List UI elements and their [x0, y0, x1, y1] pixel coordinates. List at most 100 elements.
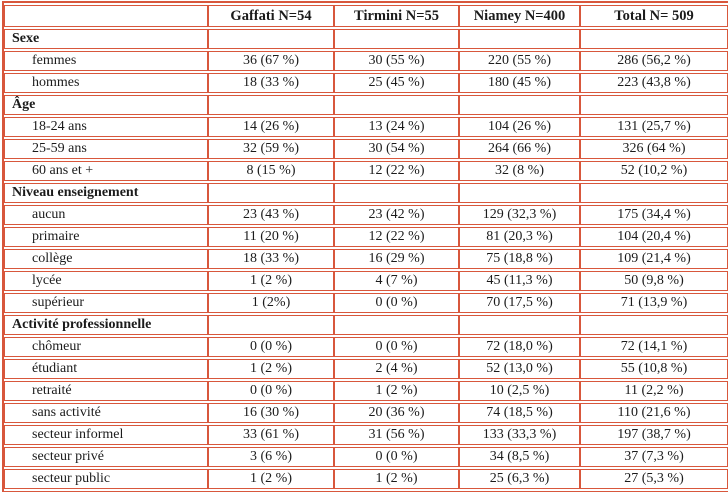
table-row: 25-59 ans 32 (59 %) 30 (54 %) 264 (66 %)… — [4, 139, 728, 159]
cell-tirmini: 1 (2 %) — [334, 381, 459, 401]
section-row-age: Âge — [4, 95, 728, 115]
cell-total: 50 (9,8 %) — [580, 271, 728, 291]
cell-total: 110 (21,6 %) — [580, 403, 728, 423]
corner-cell — [4, 5, 208, 27]
cell-gaffati: 0 (0 %) — [208, 381, 334, 401]
row-label: secteur public — [4, 469, 208, 489]
cell-tirmini: 30 (54 %) — [334, 139, 459, 159]
section-header: Sexe — [4, 29, 208, 49]
cell-gaffati: 14 (26 %) — [208, 117, 334, 137]
table-row: secteur privé 3 (6 %) 0 (0 %) 34 (8,5 %)… — [4, 447, 728, 467]
cell-tirmini: 1 (2 %) — [334, 469, 459, 489]
cell-gaffati: 1 (2 %) — [208, 469, 334, 489]
column-header-niamey: Niamey N=400 — [459, 5, 580, 27]
cell-total: 71 (13,9 %) — [580, 293, 728, 313]
cell-niamey: 72 (18,0 %) — [459, 337, 580, 357]
row-label: collège — [4, 249, 208, 269]
row-label: 60 ans et + — [4, 161, 208, 181]
cell-gaffati: 23 (43 %) — [208, 205, 334, 225]
cell-gaffati: 18 (33 %) — [208, 249, 334, 269]
cell-gaffati: 16 (30 %) — [208, 403, 334, 423]
table-row: secteur public 1 (2 %) 1 (2 %) 25 (6,3 %… — [4, 469, 728, 489]
empty-cell — [208, 315, 334, 335]
cell-total: 175 (34,4 %) — [580, 205, 728, 225]
cell-tirmini: 30 (55 %) — [334, 51, 459, 71]
empty-cell — [208, 95, 334, 115]
cell-total: 11 (2,2 %) — [580, 381, 728, 401]
cell-niamey: 25 (6,3 %) — [459, 469, 580, 489]
cell-gaffati: 33 (61 %) — [208, 425, 334, 445]
cell-gaffati: 1 (2 %) — [208, 359, 334, 379]
cell-niamey: 70 (17,5 %) — [459, 293, 580, 313]
table-row: secteur informel 33 (61 %) 31 (56 %) 133… — [4, 425, 728, 445]
cell-gaffati: 18 (33 %) — [208, 73, 334, 93]
section-row-activite-professionnelle: Activité professionnelle — [4, 315, 728, 335]
row-label: aucun — [4, 205, 208, 225]
cell-gaffati: 0 (0 %) — [208, 337, 334, 357]
cell-niamey: 45 (11,3 %) — [459, 271, 580, 291]
cell-total: 286 (56,2 %) — [580, 51, 728, 71]
section-row-sexe: Sexe — [4, 29, 728, 49]
cell-niamey: 32 (8 %) — [459, 161, 580, 181]
cell-niamey: 81 (20,3 %) — [459, 227, 580, 247]
empty-cell — [208, 29, 334, 49]
cell-tirmini: 25 (45 %) — [334, 73, 459, 93]
section-header: Niveau enseignement — [4, 183, 208, 203]
cell-gaffati: 8 (15 %) — [208, 161, 334, 181]
column-header-gaffati: Gaffati N=54 — [208, 5, 334, 27]
cell-niamey: 220 (55 %) — [459, 51, 580, 71]
empty-cell — [580, 95, 728, 115]
cell-gaffati: 32 (59 %) — [208, 139, 334, 159]
table-row: retraité 0 (0 %) 1 (2 %) 10 (2,5 %) 11 (… — [4, 381, 728, 401]
cell-tirmini: 16 (29 %) — [334, 249, 459, 269]
cell-tirmini: 0 (0 %) — [334, 293, 459, 313]
cell-total: 52 (10,2 %) — [580, 161, 728, 181]
cell-tirmini: 20 (36 %) — [334, 403, 459, 423]
section-header: Activité professionnelle — [4, 315, 208, 335]
cell-total: 27 (5,3 %) — [580, 469, 728, 489]
cell-total: 55 (10,8 %) — [580, 359, 728, 379]
empty-cell — [334, 315, 459, 335]
row-label: 18-24 ans — [4, 117, 208, 137]
row-label: secteur privé — [4, 447, 208, 467]
cell-total: 104 (20,4 %) — [580, 227, 728, 247]
row-label: primaire — [4, 227, 208, 247]
empty-cell — [208, 183, 334, 203]
cell-gaffati: 1 (2 %) — [208, 271, 334, 291]
cell-niamey: 34 (8,5 %) — [459, 447, 580, 467]
row-label: supérieur — [4, 293, 208, 313]
row-label: hommes — [4, 73, 208, 93]
cell-total: 109 (21,4 %) — [580, 249, 728, 269]
table-row: supérieur 1 (2%) 0 (0 %) 70 (17,5 %) 71 … — [4, 293, 728, 313]
cell-tirmini: 2 (4 %) — [334, 359, 459, 379]
cell-niamey: 10 (2,5 %) — [459, 381, 580, 401]
row-label: étudiant — [4, 359, 208, 379]
table-row: aucun 23 (43 %) 23 (42 %) 129 (32,3 %) 1… — [4, 205, 728, 225]
cell-niamey: 129 (32,3 %) — [459, 205, 580, 225]
cell-niamey: 74 (18,5 %) — [459, 403, 580, 423]
cell-tirmini: 0 (0 %) — [334, 447, 459, 467]
header-row: Gaffati N=54 Tirmini N=55 Niamey N=400 T… — [4, 5, 728, 27]
row-label: secteur informel — [4, 425, 208, 445]
cell-tirmini: 12 (22 %) — [334, 161, 459, 181]
empty-cell — [334, 183, 459, 203]
cell-total: 131 (25,7 %) — [580, 117, 728, 137]
section-header: Âge — [4, 95, 208, 115]
cell-total: 37 (7,3 %) — [580, 447, 728, 467]
table-row: sans activité 16 (30 %) 20 (36 %) 74 (18… — [4, 403, 728, 423]
table-row: lycée 1 (2 %) 4 (7 %) 45 (11,3 %) 50 (9,… — [4, 271, 728, 291]
row-label: chômeur — [4, 337, 208, 357]
table-row: 60 ans et + 8 (15 %) 12 (22 %) 32 (8 %) … — [4, 161, 728, 181]
cell-niamey: 75 (18,8 %) — [459, 249, 580, 269]
empty-cell — [580, 315, 728, 335]
cell-tirmini: 12 (22 %) — [334, 227, 459, 247]
cell-total: 326 (64 %) — [580, 139, 728, 159]
table-row: 18-24 ans 14 (26 %) 13 (24 %) 104 (26 %)… — [4, 117, 728, 137]
cell-tirmini: 23 (42 %) — [334, 205, 459, 225]
table-row: collège 18 (33 %) 16 (29 %) 75 (18,8 %) … — [4, 249, 728, 269]
cell-gaffati: 11 (20 %) — [208, 227, 334, 247]
cell-niamey: 104 (26 %) — [459, 117, 580, 137]
row-label: retraité — [4, 381, 208, 401]
cell-gaffati: 36 (67 %) — [208, 51, 334, 71]
